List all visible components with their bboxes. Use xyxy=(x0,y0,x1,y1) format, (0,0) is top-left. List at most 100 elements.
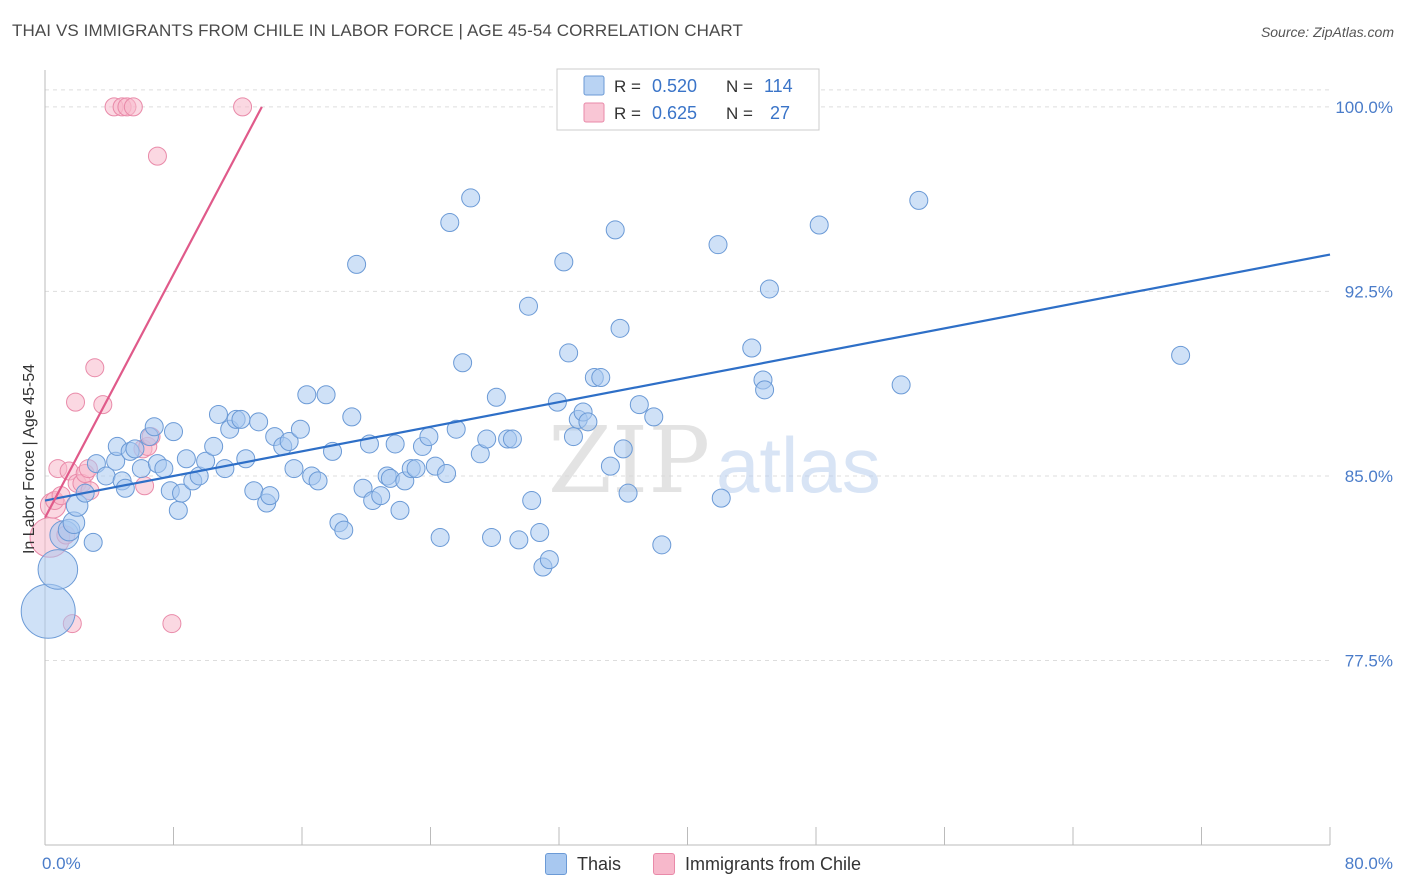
thai-point-52 xyxy=(342,407,362,427)
thai-point-13 xyxy=(115,478,135,498)
legend-r-value-thais: 0.520 xyxy=(652,76,697,96)
thai-point-44 xyxy=(290,419,310,439)
thai-point-105 xyxy=(742,338,762,358)
legend-r-label-chile: R = xyxy=(614,104,641,123)
thai-point-24 xyxy=(172,483,192,503)
stats-legend: R = 0.520 N = 114 R = 0.625 N = 27 xyxy=(556,68,820,131)
thai-point-71 xyxy=(446,419,466,439)
legend-swatch-chile xyxy=(583,102,605,123)
thai-point-102 xyxy=(652,535,672,555)
chile-point-26 xyxy=(233,97,253,117)
thai-point-1 xyxy=(37,549,79,590)
thai-point-110 xyxy=(891,375,911,395)
thai-point-85 xyxy=(539,550,559,570)
thai-point-88 xyxy=(559,343,579,363)
gridlines xyxy=(45,89,1330,661)
thai-point-42 xyxy=(279,432,299,452)
thai-point-99 xyxy=(618,483,638,503)
legend-label-chile: Immigrants from Chile xyxy=(684,853,862,874)
thai-point-109 xyxy=(809,215,829,235)
thai-point-103 xyxy=(708,235,728,255)
thai-point-66 xyxy=(419,427,439,447)
thai-point-37 xyxy=(249,412,269,432)
axes xyxy=(44,70,1331,846)
thai-point-43 xyxy=(284,459,304,479)
thai-point-53 xyxy=(347,254,367,274)
thai-point-76 xyxy=(482,527,502,547)
chile-point-25 xyxy=(162,614,182,634)
thai-point-95 xyxy=(600,456,620,476)
thai-points xyxy=(20,97,1191,639)
thai-point-107 xyxy=(755,380,775,400)
thai-point-73 xyxy=(461,188,481,208)
thai-point-29 xyxy=(204,436,224,456)
thai-point-69 xyxy=(437,463,457,483)
y-axis-label: In Labor Force | Age 45-54 xyxy=(21,364,38,554)
thai-point-104 xyxy=(711,488,731,508)
y-tick-label-2: 92.5% xyxy=(1345,282,1393,301)
legend-n-label-thais: N = xyxy=(726,77,753,96)
thai-point-111 xyxy=(909,190,929,210)
chile-point-24 xyxy=(147,146,167,166)
y-tick-label-1: 85.0% xyxy=(1345,467,1393,486)
thai-point-61 xyxy=(390,500,410,520)
thai-point-60 xyxy=(385,434,405,454)
thai-point-51 xyxy=(334,520,354,540)
thai-point-39 xyxy=(260,486,280,506)
thai-point-92 xyxy=(578,412,598,432)
series-legend: Thais Immigrants from Chile xyxy=(0,853,1406,875)
legend-swatch-thais-bottom xyxy=(544,853,567,875)
watermark-atlas: atlas xyxy=(716,421,881,509)
chile-point-8 xyxy=(66,392,86,412)
thai-point-57 xyxy=(371,486,391,506)
legend-n-label-chile: N = xyxy=(726,104,753,123)
legend-r-label-thais: R = xyxy=(614,77,641,96)
thai-point-15 xyxy=(125,439,145,459)
thai-point-23 xyxy=(168,500,188,520)
chile-trend-line xyxy=(44,106,263,519)
x-tick-label-0: 0.0% xyxy=(42,854,81,873)
thai-point-64 xyxy=(406,459,426,479)
legend-n-value-chile: 27 xyxy=(770,103,790,123)
thai-point-98 xyxy=(613,439,633,459)
thai-point-75 xyxy=(477,429,497,449)
thai-point-82 xyxy=(522,491,542,511)
y-tick-label-0: 77.5% xyxy=(1345,651,1393,670)
thai-point-18 xyxy=(144,417,164,437)
legend-swatch-thais xyxy=(583,75,605,96)
thai-point-79 xyxy=(502,429,522,449)
thai-point-80 xyxy=(509,530,529,550)
x-tick-labels: 0.0% 80.0% xyxy=(42,854,1393,873)
x-tick-label-1: 80.0% xyxy=(1345,854,1393,873)
thai-point-34 xyxy=(231,409,251,429)
thai-point-47 xyxy=(308,471,328,491)
legend-swatch-chile-bottom xyxy=(652,853,675,875)
thai-point-97 xyxy=(610,318,630,338)
thai-point-31 xyxy=(215,459,235,479)
thai-point-87 xyxy=(554,252,574,272)
thai-point-25 xyxy=(176,449,196,469)
thai-point-83 xyxy=(530,523,550,543)
legend-n-value-thais: 114 xyxy=(764,76,793,96)
thai-point-70 xyxy=(440,213,460,233)
chart-title: THAI VS IMMIGRANTS FROM CHILE IN LABOR F… xyxy=(12,21,743,40)
thai-point-35 xyxy=(236,449,256,469)
legend-item-thais[interactable]: Thais xyxy=(544,853,621,875)
thai-point-68 xyxy=(430,527,450,547)
thai-point-89 xyxy=(563,427,583,447)
thai-point-81 xyxy=(518,296,538,316)
legend-item-chile[interactable]: Immigrants from Chile xyxy=(652,853,862,875)
thai-point-108 xyxy=(759,279,779,299)
thai-point-101 xyxy=(644,407,664,427)
legend-label-thais: Thais xyxy=(576,853,621,874)
chile-point-19 xyxy=(123,97,143,117)
thai-point-77 xyxy=(486,387,506,407)
thai-point-45 xyxy=(297,385,317,405)
chile-point-14 xyxy=(85,358,105,378)
y-tick-label-3: 100.0% xyxy=(1335,98,1393,117)
thai-point-100 xyxy=(629,395,649,415)
trend-lines xyxy=(44,106,1331,519)
thai-point-96 xyxy=(605,220,625,240)
thai-point-72 xyxy=(453,353,473,373)
